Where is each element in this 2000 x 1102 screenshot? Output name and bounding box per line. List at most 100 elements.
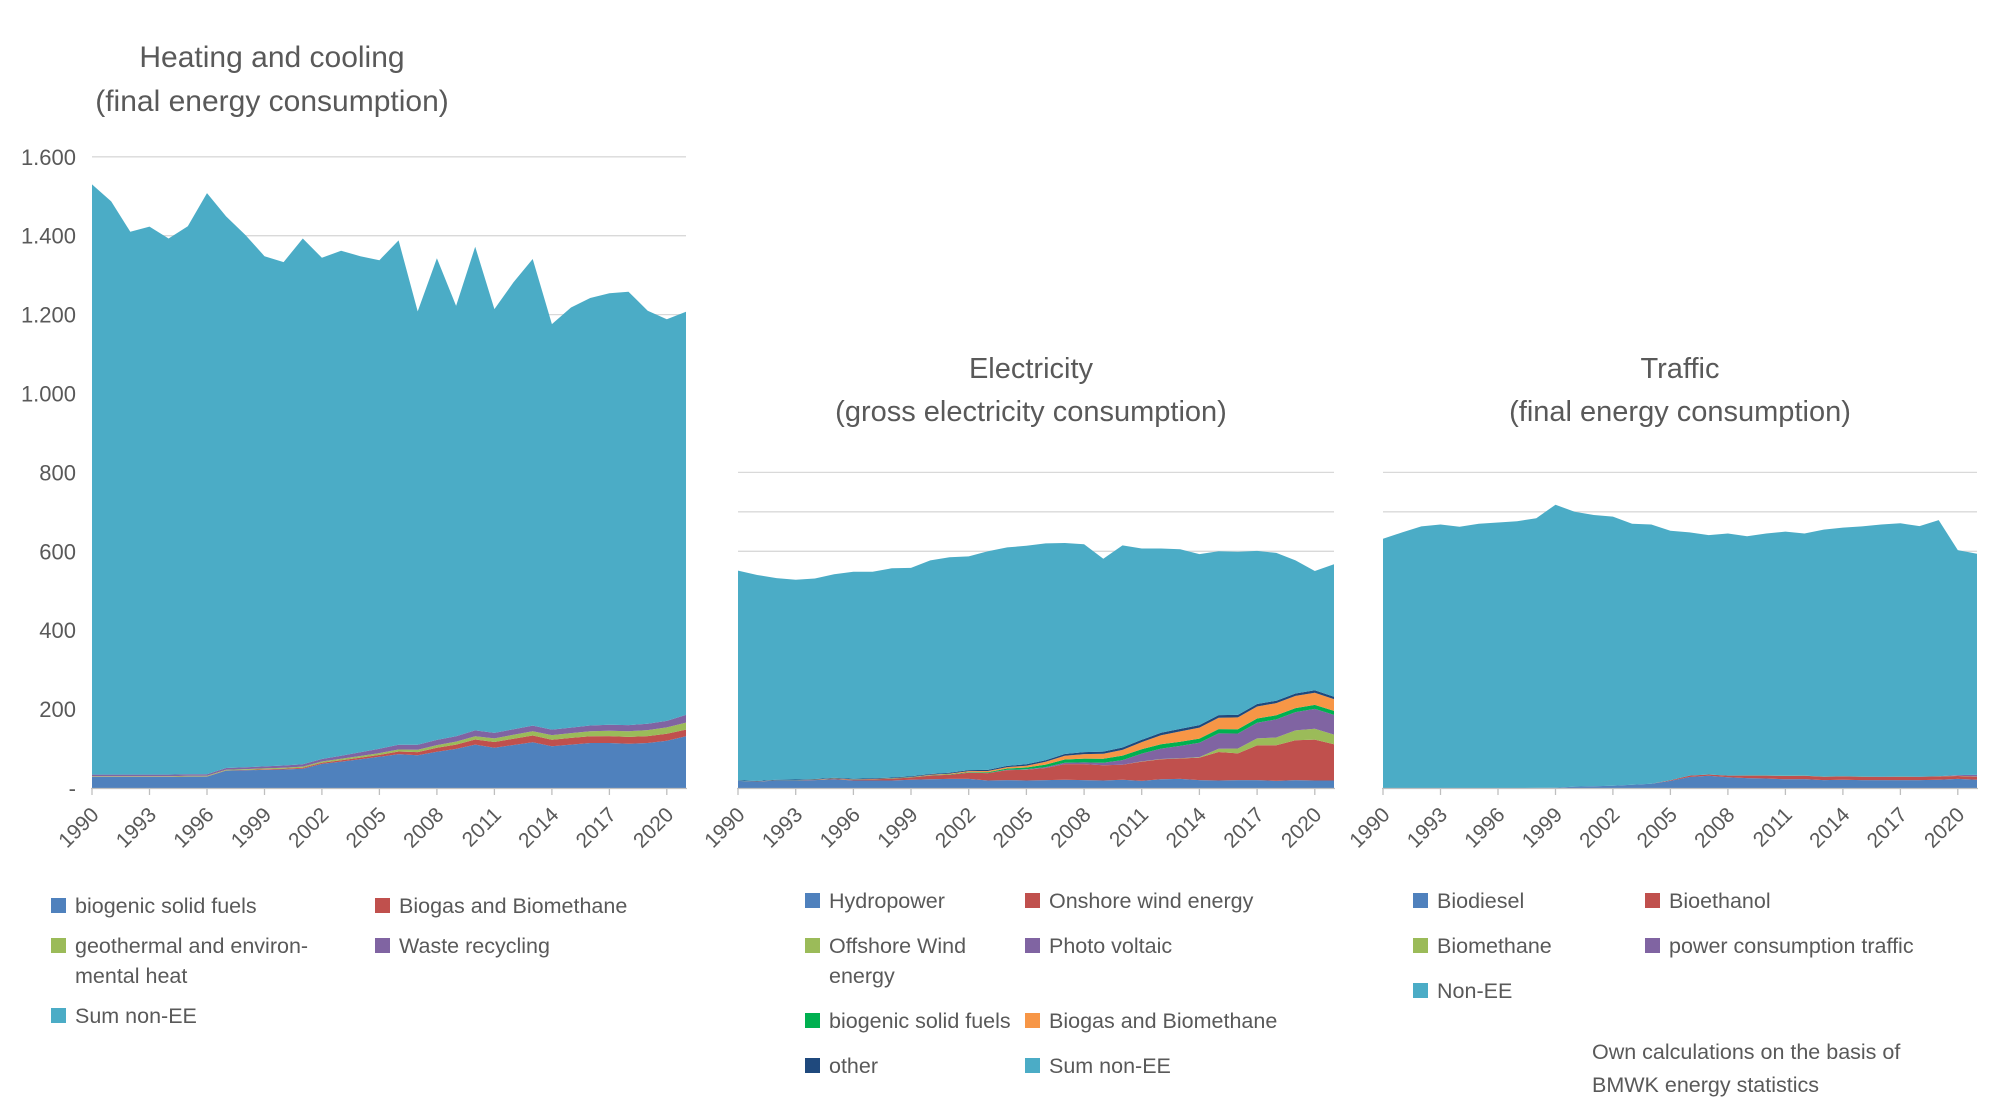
x-tick-label: 2017 xyxy=(572,803,621,852)
chart-title-traffic-line2: (final energy consumption) xyxy=(1509,396,1851,428)
legend-label: Non-EE xyxy=(1437,979,1513,1003)
x-tick-label: 1993 xyxy=(1403,803,1452,852)
x-tick-label: 2011 xyxy=(1105,803,1153,851)
legend-item-geothermal-and-environ-: geothermal and environ- mental heat xyxy=(51,931,375,991)
area-electricity-onshore-wind-energy xyxy=(738,739,1334,782)
legend-swatch-icon xyxy=(805,938,820,953)
legend-item-sum-non-ee: Sum non-EE xyxy=(1025,1051,1355,1081)
legend-swatch-icon xyxy=(1413,938,1428,953)
legend-item-biomethane: Biomethane xyxy=(1413,931,1645,961)
legend-swatch-icon xyxy=(51,1008,66,1023)
legend-label: Photo voltaic xyxy=(1049,934,1173,958)
area-heating-biogas-and-biomethane xyxy=(92,729,686,777)
x-tick-label: 2005 xyxy=(989,803,1038,852)
x-tick-label: 2020 xyxy=(1277,803,1326,852)
legend-item-sum-non-ee: Sum non-EE xyxy=(51,1001,375,1031)
y-tick-label: 1.400 xyxy=(21,224,76,249)
area-heating-sum-non-ee xyxy=(92,184,686,775)
area-traffic-non-ee xyxy=(1383,504,1977,788)
legend-item-bioethanol: Bioethanol xyxy=(1645,886,1985,916)
x-tick-label: 2008 xyxy=(1046,803,1095,852)
area-electricity-other xyxy=(738,690,1334,782)
x-tick-label: 2002 xyxy=(931,803,980,852)
x-tick-label: 2008 xyxy=(1690,803,1739,852)
legend-swatch-icon xyxy=(1645,893,1660,908)
y-tick-label: 800 xyxy=(39,460,76,485)
source-note-line1: Own calculations on the basis of xyxy=(1592,1040,1901,1064)
chart-title-heating-line2: (final energy consumption) xyxy=(95,85,449,118)
legend-item-biogenic-solid-fuels: biogenic solid fuels xyxy=(51,891,375,921)
x-tick-label: 2020 xyxy=(629,803,678,852)
chart-title-electricity-line1: Electricity xyxy=(968,353,1094,385)
x-tick-label: 1996 xyxy=(1460,803,1509,852)
x-tick-label: 2005 xyxy=(342,803,391,852)
x-tick-label: 1999 xyxy=(873,803,922,852)
legend-item-onshore-wind-energy: Onshore wind energy xyxy=(1025,886,1355,916)
legend-item-biogenic-solid-fuels: biogenic solid fuels xyxy=(805,1006,1025,1036)
x-tick-label: 2017 xyxy=(1863,803,1912,852)
legend-label: Biogas and Biomethane xyxy=(1049,1009,1278,1033)
legend-item-power-consumption-traffic: power consumption traffic xyxy=(1645,931,1985,961)
area-heating-geothermal-and-environmental-heat xyxy=(92,722,686,777)
y-tick-label: - xyxy=(69,776,76,801)
y-tick-label: 200 xyxy=(39,697,76,722)
area-traffic-bioethanol xyxy=(1383,774,1977,788)
legend-item-biogas-and-biomethane: Biogas and Biomethane xyxy=(1025,1006,1355,1036)
x-tick-label: 2011 xyxy=(458,803,506,851)
x-tick-label: 2002 xyxy=(1575,803,1624,852)
legend-swatch-icon xyxy=(1025,1013,1040,1028)
legend-swatch-icon xyxy=(805,1013,820,1028)
x-tick-label: 2014 xyxy=(514,803,564,853)
x-tick-label: 2017 xyxy=(1219,803,1268,852)
legend-label: Sum non-EE xyxy=(75,1004,197,1028)
chart-title-heating-line1: Heating and cooling xyxy=(139,41,405,74)
legend-item-other: other xyxy=(805,1051,1025,1081)
area-electricity-biogas-and-biomethane xyxy=(738,692,1334,782)
plot-traffic: 1990 1993 1996 1999 2002 2005 2008 2011 2014 2017… xyxy=(1345,471,1978,853)
legend-label: Bioethanol xyxy=(1669,889,1771,913)
x-tick-label: 1993 xyxy=(758,803,807,852)
source-note: Own calculations on the basis of BMWK en… xyxy=(1592,1036,1992,1102)
x-tick-label: 1996 xyxy=(169,803,218,852)
legend-swatch-icon xyxy=(805,1058,820,1073)
legend-item-offshore-wind-energy: Offshore Wind energy xyxy=(805,931,1025,991)
chart-title-electricity: Electricity (gross electricity consumpti… xyxy=(735,348,1327,434)
legend-item-biodiesel: Biodiesel xyxy=(1413,886,1645,916)
x-tick-label: 2011 xyxy=(1749,803,1797,851)
chart-title-heating: Heating and cooling (final energy consum… xyxy=(22,36,522,124)
area-electricity-hydropower xyxy=(738,778,1334,788)
legend-label: biogenic solid fuels xyxy=(75,894,257,918)
x-tick-label: 1990 xyxy=(1345,803,1394,852)
legend-label: Offshore Wind energy xyxy=(829,934,967,988)
chart-title-electricity-line2: (gross electricity consumption) xyxy=(835,396,1227,428)
legend-swatch-icon xyxy=(51,898,66,913)
area-heating-waste-recycling xyxy=(92,714,686,777)
legend-label: Biodiesel xyxy=(1437,889,1525,913)
legend-label: power consumption traffic xyxy=(1669,934,1914,958)
x-tick-label: 1999 xyxy=(1518,803,1567,852)
legend-item-hydropower: Hydropower xyxy=(805,886,1025,916)
area-heating-biogenic-solid-fuels xyxy=(92,736,686,788)
chart-title-traffic: Traffic (final energy consumption) xyxy=(1384,348,1976,434)
legend-swatch-icon xyxy=(1645,938,1660,953)
y-tick-label: 400 xyxy=(39,618,76,643)
legend-swatch-icon xyxy=(1025,893,1040,908)
x-tick-label: 2014 xyxy=(1162,803,1212,853)
x-tick-label: 2002 xyxy=(284,803,333,852)
legend-item-waste-recycling: Waste recycling xyxy=(375,931,705,991)
area-electricity-biogenic-solid-fuels xyxy=(738,704,1334,782)
legend-heating: biogenic solid fuels Biogas and Biomethan… xyxy=(51,891,705,1031)
legend-label: Onshore wind energy xyxy=(1049,889,1254,913)
legend-label: Biogas and Biomethane xyxy=(399,894,628,918)
y-tick-label: 600 xyxy=(39,539,76,564)
legend-label: Sum non-EE xyxy=(1049,1054,1171,1078)
legend-swatch-icon xyxy=(375,938,390,953)
area-electricity-sum-non-ee xyxy=(738,543,1334,781)
x-tick-label: 1990 xyxy=(700,803,749,852)
legend-label: Biomethane xyxy=(1437,934,1552,958)
legend-label: Hydropower xyxy=(829,889,945,913)
legend-swatch-icon xyxy=(1025,938,1040,953)
x-tick-label: 1993 xyxy=(112,803,161,852)
legend-swatch-icon xyxy=(51,938,66,953)
